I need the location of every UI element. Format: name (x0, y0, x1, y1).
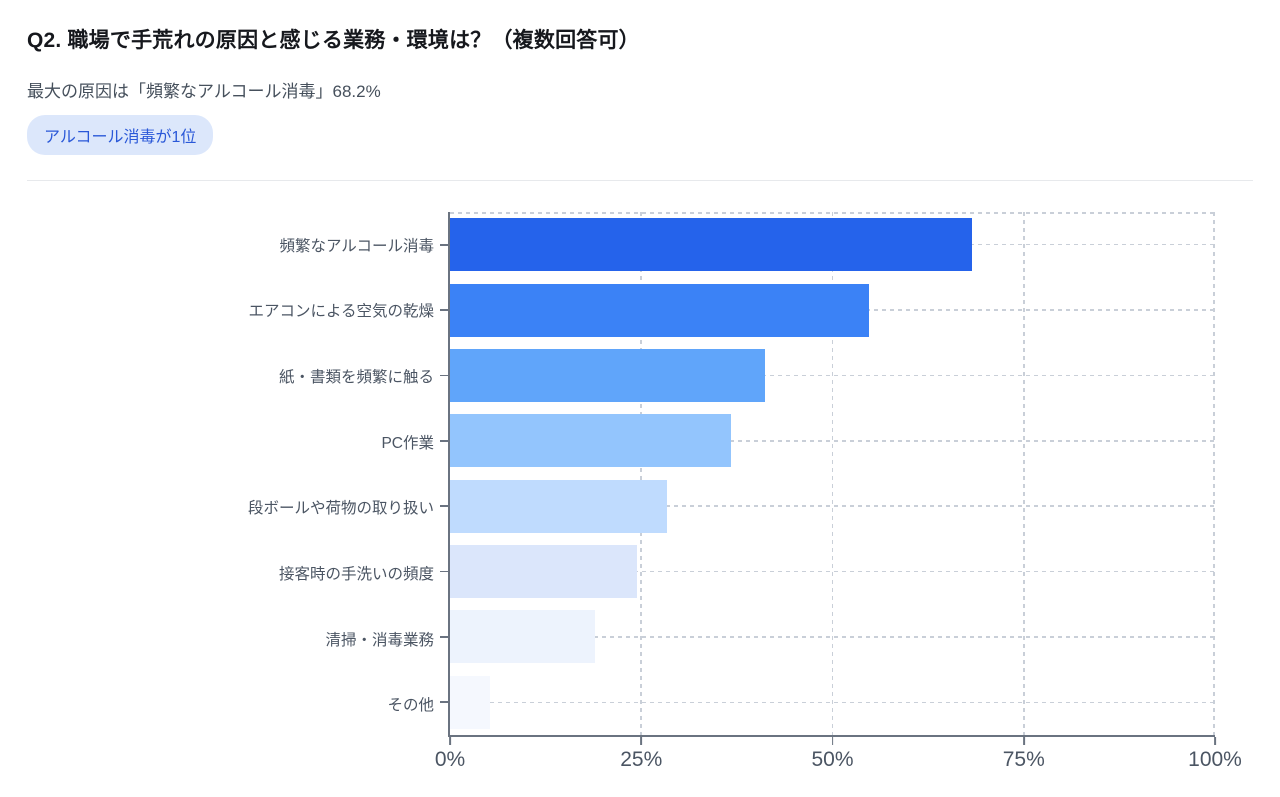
question-title: Q2. 職場で手荒れの原因と感じる業務・環境は？（複数回答可） (27, 29, 640, 52)
y-axis-tick (440, 309, 448, 311)
plot-area: 0% 25% 50% 75% 100% (435, 212, 1242, 771)
y-axis-tick (440, 505, 448, 508)
y-axis-category-label: 接客時の手洗いの頻度 (278, 565, 434, 583)
chart-bar (450, 414, 731, 468)
y-axis-tick (440, 701, 448, 704)
x-gridline (640, 212, 643, 735)
y-axis-tick (440, 374, 448, 377)
chart-bar (450, 675, 490, 729)
y-axis-category-label: PC作業 (381, 434, 434, 452)
y-axis-labels: 頻繁なアルコール消毒エアコンによる空気の乾燥紙・書類を頻繁に触る PC作業段ボール… (0, 212, 434, 737)
y-axis-category-label: 段ボールや荷物の取り扱い (247, 500, 434, 518)
key-finding-text: 最大の原因は「頻繁なアルコール消毒」68.2% (27, 82, 381, 101)
x-axis-tick-label: 100% (1188, 748, 1242, 771)
divider (27, 180, 1253, 181)
x-axis-tick (640, 737, 643, 745)
chart-bar (450, 545, 638, 599)
chart-bar (450, 283, 870, 337)
chart-bar (450, 479, 668, 533)
y-axis-category-label: 紙・書類を頻繁に触る (278, 369, 434, 387)
y-axis-category-label: 清掃・消毒業務 (325, 631, 434, 649)
x-axis-tick (1022, 737, 1025, 745)
y-axis-tick (440, 439, 448, 442)
y-axis-tick (440, 570, 448, 573)
y-axis-category-label: 頻繁なアルコール消毒 (279, 237, 434, 255)
y-axis-tick (440, 243, 448, 246)
x-axis-tick (1214, 737, 1216, 745)
chart-bar (450, 610, 596, 664)
chart-bar (450, 218, 972, 272)
x-gridline (831, 212, 834, 735)
y-axis-tick (440, 636, 448, 638)
x-axis-tick-label: 50% (811, 748, 854, 771)
chart-bar (450, 348, 766, 402)
highlight-badge: アルコール消毒が1位 (27, 115, 214, 155)
x-axis-tick (449, 737, 451, 745)
y-axis-category-label: エアコンによる空気の乾燥 (248, 303, 434, 321)
x-gridline (1022, 212, 1025, 735)
y-axis-category-label: その他 (387, 697, 434, 715)
x-axis-tick-label: 75% (1002, 748, 1045, 771)
x-axis-tick-label: 0% (434, 748, 466, 771)
x-axis-tick-label: 25% (620, 748, 663, 771)
x-axis-tick (831, 737, 834, 745)
x-gridline (1213, 212, 1215, 735)
